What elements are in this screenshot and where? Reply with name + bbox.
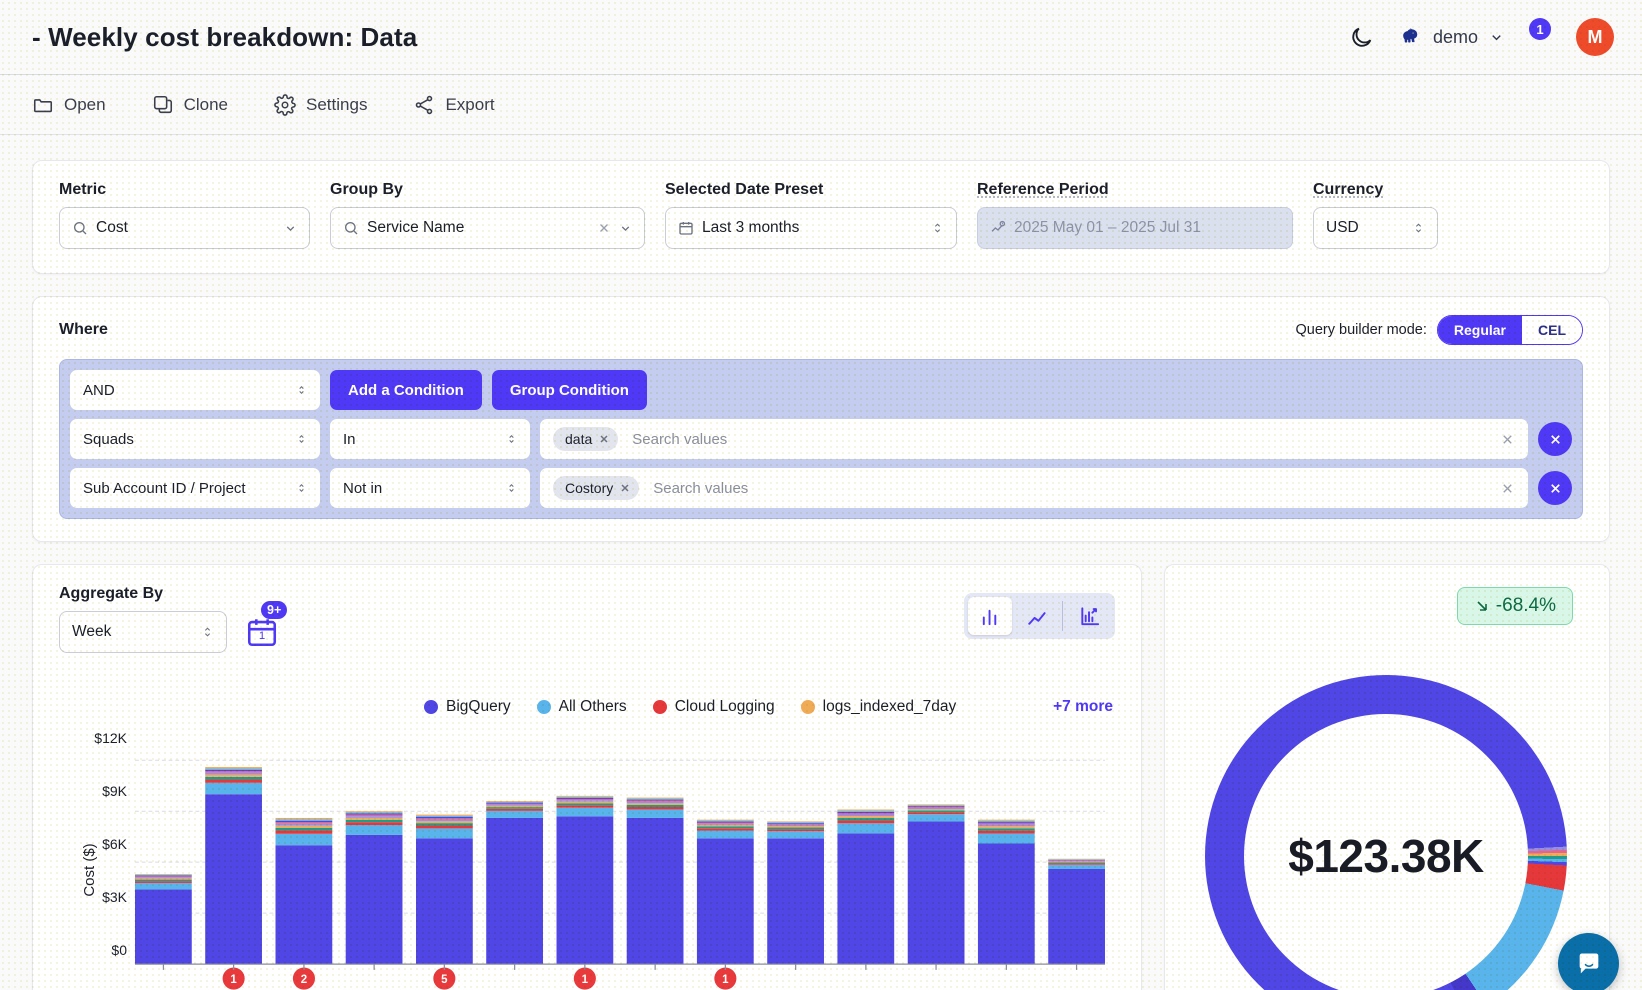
svg-text:2: 2	[301, 974, 307, 986]
svg-text:1: 1	[722, 974, 729, 986]
svg-text:1: 1	[230, 974, 237, 986]
svg-text:1: 1	[259, 630, 265, 642]
svg-text:1: 1	[582, 974, 589, 986]
svg-text:5: 5	[441, 974, 448, 986]
